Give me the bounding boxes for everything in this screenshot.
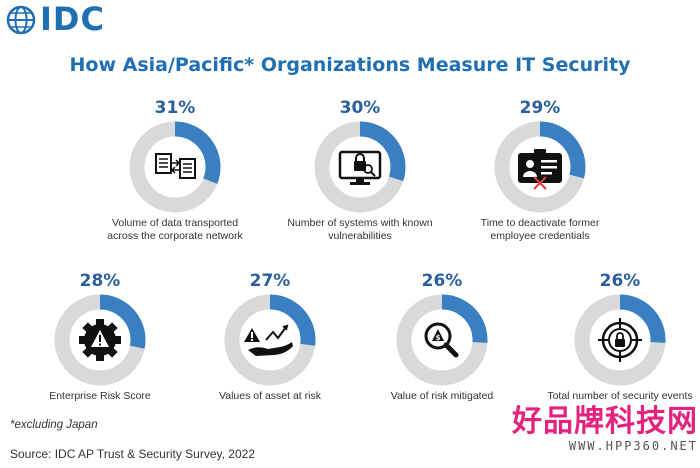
metric-item: 31% Volume of data transported across the…	[85, 97, 265, 243]
asset-risk-icon	[244, 324, 293, 356]
value-label: 30%	[339, 98, 381, 118]
category-label: Enterprise Risk Score	[10, 390, 190, 403]
svg-text:$: $	[436, 334, 441, 342]
donut-slice	[396, 294, 488, 386]
data-transfer-icon	[155, 153, 196, 179]
donut-chart: $	[396, 294, 488, 386]
id-badge-icon	[518, 149, 562, 190]
donut-chart	[494, 121, 586, 213]
target-lock-icon	[598, 318, 642, 362]
watermark: 好品牌科技网 WWW.HPP360.NET	[498, 405, 698, 453]
idc-logo: IDC	[6, 0, 136, 38]
value-label: 28%	[79, 271, 121, 291]
magnifier-dollar-icon: $	[424, 322, 459, 358]
donut-slice	[129, 121, 221, 213]
donut-chart	[224, 294, 316, 386]
donut-slice	[494, 121, 586, 213]
idc-globe-icon	[6, 5, 36, 35]
category-label: Total number of security events	[530, 390, 700, 403]
metric-item: 28% Enterprise Risk Score	[10, 270, 190, 403]
category-label-line: across the corporate network	[107, 230, 243, 242]
category-label: Value of risk mitigated	[352, 390, 532, 403]
metric-item: 27% Values of asset at risk	[180, 270, 360, 403]
donut-chart	[314, 121, 406, 213]
metric-item: 30% Number of systems with known vulnerab…	[270, 97, 450, 243]
donut-slice	[54, 294, 146, 386]
metric-item: 26% $ Value of risk mitigated	[352, 270, 532, 403]
donut-chart	[54, 294, 146, 386]
category-label: Time to deactivate former employee creden…	[450, 217, 630, 243]
donut-slice	[314, 121, 406, 213]
category-label: Values of asset at risk	[180, 390, 360, 403]
watermark-cn: 好品牌科技网	[512, 405, 698, 438]
donut-chart	[574, 294, 666, 386]
category-label: Volume of data transported across the cor…	[85, 217, 265, 243]
risk-gear-icon	[79, 319, 121, 361]
source-note: Source: IDC AP Trust & Security Survey, …	[10, 447, 255, 461]
category-label-line: Values of asset at risk	[219, 390, 321, 402]
category-label-line: Value of risk mitigated	[390, 390, 494, 402]
vulnerable-monitor-icon	[338, 150, 382, 185]
category-label-line: Number of systems with known	[287, 217, 433, 229]
metric-item: 26% Total number of security events	[530, 270, 700, 403]
value-label: 27%	[249, 271, 291, 291]
category-label-line: vulnerabilities	[328, 230, 392, 242]
donut-chart	[129, 121, 221, 213]
category-label-line: Total number of security events	[547, 390, 693, 402]
category-label-line: Enterprise Risk Score	[49, 390, 151, 402]
value-label: 31%	[154, 98, 196, 118]
category-label-line: Time to deactivate former	[480, 217, 600, 229]
category-label: Number of systems with known vulnerabilit…	[270, 217, 450, 243]
logo-text: IDC	[40, 0, 105, 38]
value-label: 29%	[519, 98, 561, 118]
watermark-url: WWW.HPP360.NET	[568, 439, 698, 453]
value-label: 26%	[599, 271, 641, 291]
donut-slice	[224, 294, 316, 386]
donut-slice	[574, 294, 666, 386]
footnote: *excluding Japan	[10, 419, 98, 431]
category-label-line: employee credentials	[490, 230, 590, 242]
metric-item: 29% Time to deactivate former employee cr…	[450, 97, 630, 243]
category-label-line: Volume of data transported	[111, 217, 239, 229]
value-label: 26%	[421, 271, 463, 291]
chart-title: How Asia/Pacific* Organizations Measure …	[69, 54, 631, 76]
